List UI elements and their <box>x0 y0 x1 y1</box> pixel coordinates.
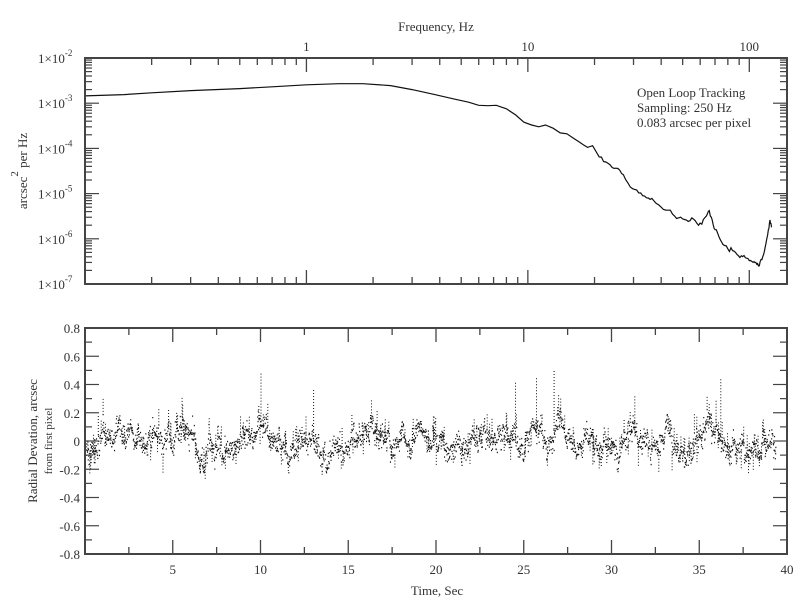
x-tick-label: 10 <box>254 562 267 577</box>
x-tick-label: 30 <box>605 562 618 577</box>
y-axis-ticks-top: 1×10-2 1×10-3 1×10-4 1×10-5 1×10-6 1×10-7 <box>38 48 787 292</box>
x-axis-title-time: Time, Sec <box>411 583 463 598</box>
y-tick-label: 1×10-3 <box>38 93 73 111</box>
x-tick-label: 15 <box>342 562 355 577</box>
y-tick-label: 0.6 <box>64 349 81 364</box>
deviation-points <box>85 371 777 479</box>
psd-plot: Frequency, Hz 1 10 100 1×10-21×10-31×10-41… <box>9 19 788 292</box>
y-axis-subtitle-deviation: from first pixel <box>43 408 55 475</box>
radial-deviation-plot: 5 10 15 20 25 30 35 40 0.8 0.6 0.4 0.2 0 -0.2 -0.4 -0.… <box>25 321 794 598</box>
y-tick-label: 1×10-5 <box>38 184 73 202</box>
x-tick-label: 1 <box>303 39 310 54</box>
y-axis-ticks-deviation: 0.8 0.6 0.4 0.2 0 -0.2 -0.4 -0.6 -0.8 <box>59 321 787 562</box>
annotation-line-2: Sampling: 250 Hz <box>637 100 732 115</box>
x-tick-label: 40 <box>781 562 794 577</box>
y-axis-title-deviation: Radial Devation, arcsec <box>25 379 40 503</box>
y-axis-title-psd: arcsec2 per Hz <box>9 133 30 209</box>
y-tick-label: 1×10-7 <box>38 274 73 292</box>
y-tick-label: -0.6 <box>59 519 80 534</box>
annotation-line-1: Open Loop Tracking <box>637 85 746 100</box>
x-tick-label: 20 <box>430 562 443 577</box>
y-tick-label: -0.8 <box>59 547 80 562</box>
plot-frame-top <box>84 57 788 285</box>
y-tick-label: 1×10-2 <box>38 48 72 66</box>
psd-line <box>84 83 773 267</box>
y-tick-label: 0.4 <box>64 378 81 393</box>
x-tick-label: 100 <box>740 39 760 54</box>
x-tick-label: 35 <box>693 562 706 577</box>
x-tick-label: 5 <box>170 562 177 577</box>
svg-text:arcsec2 per Hz: arcsec2 per Hz <box>9 133 30 209</box>
y-tick-label: 0.8 <box>64 321 80 336</box>
plot-frame-bottom <box>84 327 788 555</box>
y-tick-label: 0.2 <box>64 406 80 421</box>
annotation-box: Open Loop Tracking Sampling: 250 Hz 0.08… <box>637 85 751 130</box>
x-tick-label: 25 <box>517 562 530 577</box>
y-tick-label: 1×10-4 <box>38 138 73 156</box>
x-axis-ticks-top: 1 10 100 <box>84 39 760 284</box>
y-tick-label: -0.4 <box>59 491 80 506</box>
y-tick-label: -0.2 <box>59 462 80 477</box>
y-tick-label: 0 <box>74 434 81 449</box>
x-tick-label: 10 <box>521 39 534 54</box>
x-axis-ticks-time: 5 10 15 20 25 30 35 40 <box>128 328 794 577</box>
x-axis-title-frequency: Frequency, Hz <box>398 19 474 34</box>
y-tick-label: 1×10-6 <box>38 229 73 247</box>
annotation-line-3: 0.083 arcsec per pixel <box>637 115 751 130</box>
